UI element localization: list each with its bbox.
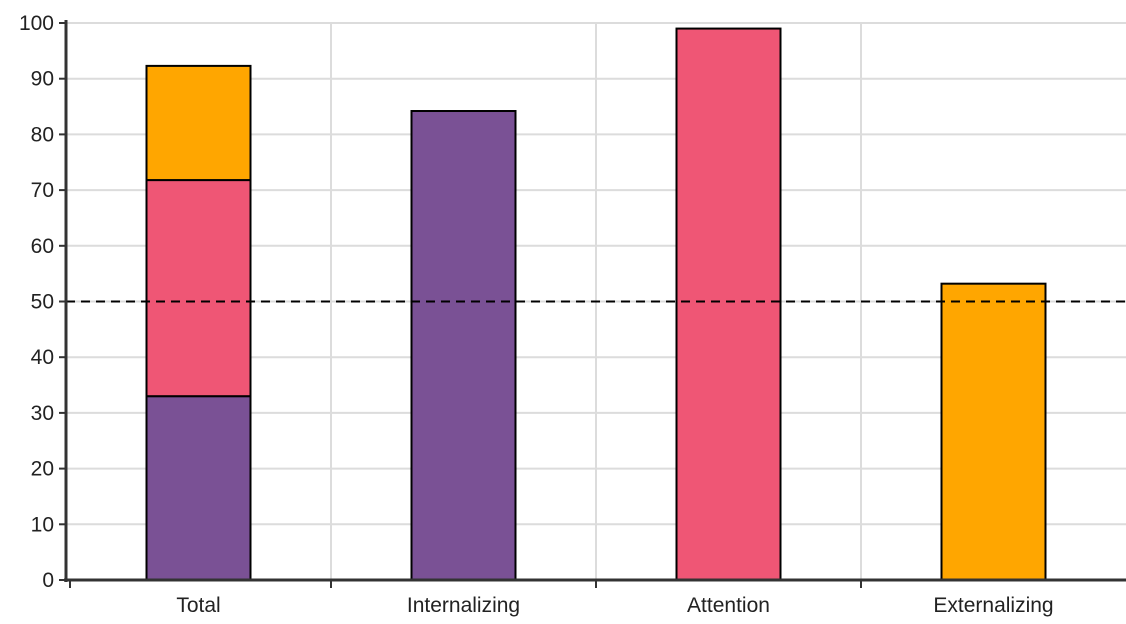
y-tick-label-10: 10 [31,513,54,536]
x-tick-label-internalizing: Internalizing [407,594,520,617]
y-tick-label-60: 60 [31,235,54,258]
bar-internalizing-segment-1 [410,110,517,581]
y-tick-label-80: 80 [31,123,54,146]
tick-labels-layer: 0 10 20 30 40 50 60 70 80 90 100 Total Internalizing… [19,12,1054,617]
bar-total-segment-3 [145,64,252,182]
bar-attention-segment-2 [675,27,782,581]
y-tick-label-20: 20 [31,458,54,481]
y-tick-label-90: 90 [31,68,54,91]
y-tick-label-30: 30 [31,402,54,425]
y-tick-label-40: 40 [31,346,54,369]
y-tick-label-0: 0 [42,569,54,592]
axes-layer [59,20,1126,588]
x-tick-label-attention: Attention [687,594,770,617]
bar-total-segment-2 [145,179,252,398]
y-tick-label-70: 70 [31,179,54,202]
x-tick-label-total: Total [176,594,220,617]
y-tick-label-100: 100 [19,12,54,35]
bar-total-segment-1 [145,395,252,581]
x-tick-label-externalizing: Externalizing [933,594,1053,617]
y-tick-label-50: 50 [31,291,54,314]
bars-layer [145,27,1047,581]
bar-externalizing-segment-3 [940,282,1047,581]
